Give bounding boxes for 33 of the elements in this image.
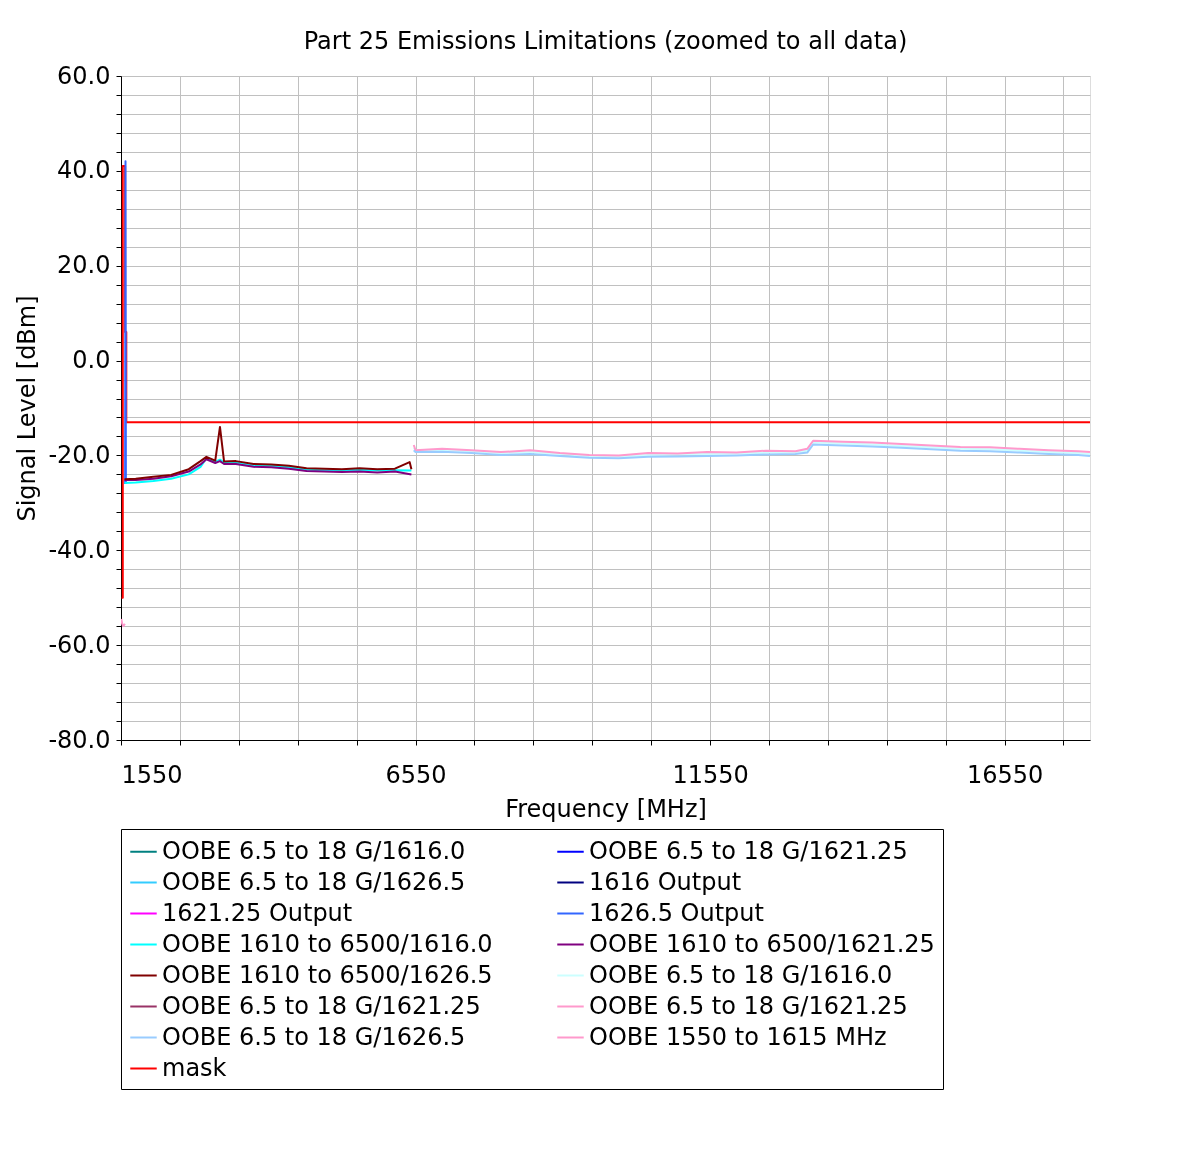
legend-label: OOBE 6.5 to 18 G/1621.25 — [589, 991, 908, 1020]
legend-label: 1626.5 Output — [589, 898, 764, 927]
chart-title: Part 25 Emissions Limitations (zoomed to all data) — [303, 27, 908, 55]
legend-label: mask — [162, 1053, 227, 1082]
line-series — [121, 618, 126, 628]
legend-label: OOBE 1610 to 6500/1626.5 — [162, 960, 493, 989]
legend-label: OOBE 6.5 to 18 G/1616.0 — [162, 836, 466, 865]
line-series — [123, 425, 413, 481]
y-tick-label: -40.0 — [48, 535, 111, 564]
legend-label: OOBE 6.5 to 18 G/1616.0 — [589, 960, 893, 989]
legend-label: OOBE 6.5 to 18 G/1621.25 — [589, 836, 908, 865]
y-tick-label: -80.0 — [48, 725, 111, 754]
legend-label: OOBE 6.5 to 18 G/1626.5 — [162, 867, 466, 896]
legend-label: OOBE 6.5 to 18 G/1626.5 — [162, 1022, 466, 1051]
legend-label: OOBE 1610 to 6500/1621.25 — [589, 929, 935, 958]
x-tick-label: 6550 — [385, 760, 447, 789]
x-tick-label: 1550 — [121, 760, 183, 789]
x-tick-label: 11550 — [672, 760, 749, 789]
y-tick-label: -60.0 — [48, 630, 111, 659]
legend-label: 1621.25 Output — [162, 898, 353, 927]
legend-label: OOBE 6.5 to 18 G/1621.25 — [162, 991, 481, 1020]
y-axis-title: Signal Level [dBm] — [13, 295, 42, 522]
legend-label: 1616 Output — [589, 867, 742, 896]
legend-label: OOBE 1550 to 1615 MHz — [589, 1022, 887, 1051]
y-tick-label: 20.0 — [57, 251, 111, 280]
y-tick-label: -20.0 — [48, 440, 111, 469]
x-tick-label: 16550 — [966, 760, 1044, 789]
legend-label: OOBE 1610 to 6500/1616.0 — [162, 929, 493, 958]
y-tick-label: 60.0 — [57, 61, 111, 90]
y-tick-label: 40.0 — [57, 156, 111, 185]
x-axis-title: Frequency [MHz] — [505, 794, 707, 823]
y-tick-label: 0.0 — [72, 346, 111, 375]
line-series — [121, 165, 1090, 599]
